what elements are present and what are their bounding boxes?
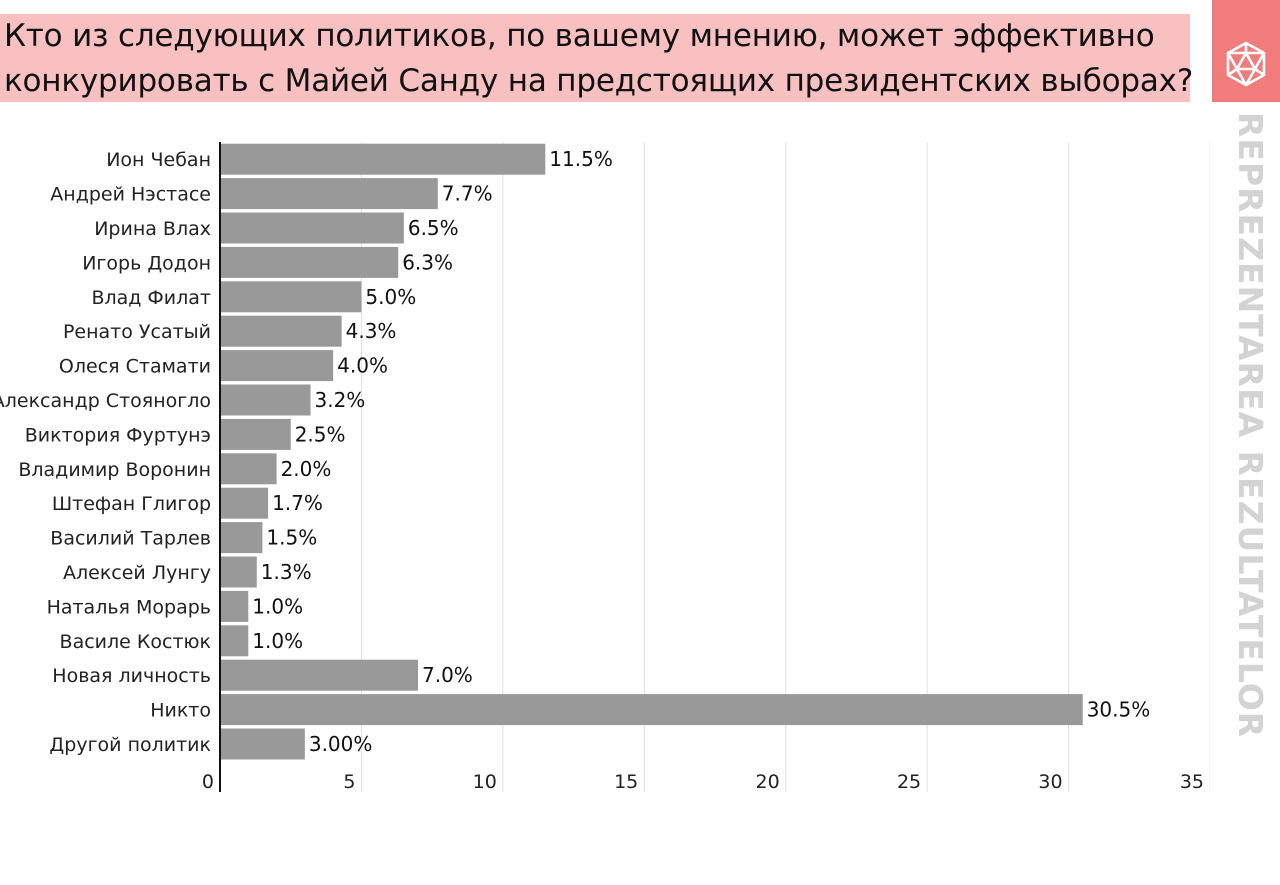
category-label-0: Ион Чебан — [106, 149, 211, 171]
value-label-9: 2.0% — [281, 457, 332, 481]
value-label-11: 1.5% — [266, 526, 317, 550]
value-label-6: 4.0% — [337, 354, 388, 378]
bar-15 — [220, 659, 418, 691]
x-tick-label-15: 15 — [614, 771, 638, 793]
category-label-9: Владимир Воронин — [18, 459, 211, 481]
bar-12 — [220, 556, 257, 588]
category-label-2: Ирина Влах — [94, 218, 211, 240]
bar-10 — [220, 487, 269, 519]
category-label-8: Виктория Фуртунэ — [25, 424, 211, 446]
category-label-14: Василе Костюк — [60, 631, 211, 653]
category-label-16: Никто — [150, 700, 211, 722]
category-label-4: Влад Филат — [91, 287, 211, 309]
bar-6 — [220, 350, 334, 382]
bar-2 — [220, 212, 404, 244]
bar-4 — [220, 281, 362, 313]
category-label-3: Игорь Додон — [82, 252, 211, 274]
bar-11 — [220, 522, 263, 554]
category-label-17: Другой политик — [49, 734, 211, 756]
value-label-2: 6.5% — [408, 216, 459, 240]
value-label-8: 2.5% — [295, 422, 346, 446]
category-label-6: Олеся Стамати — [59, 356, 211, 378]
value-label-15: 7.0% — [422, 663, 473, 687]
category-label-13: Наталья Морарь — [47, 596, 211, 618]
value-label-16: 30.5% — [1087, 698, 1151, 722]
bar-5 — [220, 315, 342, 347]
value-label-4: 5.0% — [365, 285, 416, 309]
bar-14 — [220, 625, 249, 657]
bar-7 — [220, 384, 311, 416]
value-label-12: 1.3% — [261, 560, 312, 584]
value-label-3: 6.3% — [402, 250, 453, 274]
bar-16 — [220, 694, 1083, 726]
value-label-17: 3.00% — [309, 732, 373, 756]
value-label-10: 1.7% — [272, 491, 323, 515]
category-label-7: Александр Стояногло — [0, 390, 211, 412]
value-label-7: 3.2% — [315, 388, 366, 412]
value-label-13: 1.0% — [252, 594, 303, 618]
x-tick-label-5: 5 — [343, 771, 355, 793]
bar-17 — [220, 728, 305, 760]
category-label-12: Алексей Лунгу — [63, 562, 211, 584]
category-label-15: Новая личность — [52, 665, 211, 687]
x-tick-label-20: 20 — [756, 771, 780, 793]
brand-watermark: REPREZENTAREA REZULTATELOR — [1231, 112, 1270, 739]
value-label-5: 4.3% — [346, 319, 397, 343]
category-label-1: Андрей Нэстасе — [50, 184, 211, 206]
d20-dice-icon — [1226, 41, 1266, 87]
value-label-1: 7.7% — [442, 182, 493, 206]
x-tick-label-10: 10 — [473, 771, 497, 793]
title-banner — [0, 14, 1190, 102]
chart-title-line-1: Кто из следующих политиков, по вашему мн… — [4, 18, 1155, 54]
x-tick-label-25: 25 — [897, 771, 921, 793]
category-label-5: Ренато Усатый — [63, 321, 211, 343]
category-label-11: Василий Тарлев — [50, 528, 211, 550]
value-label-0: 11.5% — [549, 147, 613, 171]
bar-9 — [220, 453, 277, 485]
chart-title-line-2: конкурировать с Майей Санду на предстоящ… — [4, 63, 1194, 99]
bar-3 — [220, 246, 399, 278]
category-label-10: Штефан Глигор — [52, 493, 211, 515]
x-tick-label-0: 0 — [202, 771, 214, 793]
bar-13 — [220, 590, 249, 622]
x-tick-label-30: 30 — [1038, 771, 1062, 793]
value-label-14: 1.0% — [252, 629, 303, 653]
bar-chart: Ион Чебан 11.5% Андрей Нэстасе 7.7% Ирина Вл… — [0, 142, 1210, 793]
bar-0 — [220, 143, 546, 175]
x-tick-label-35: 35 — [1180, 771, 1204, 793]
bar-1 — [220, 178, 438, 210]
bar-8 — [220, 418, 291, 450]
